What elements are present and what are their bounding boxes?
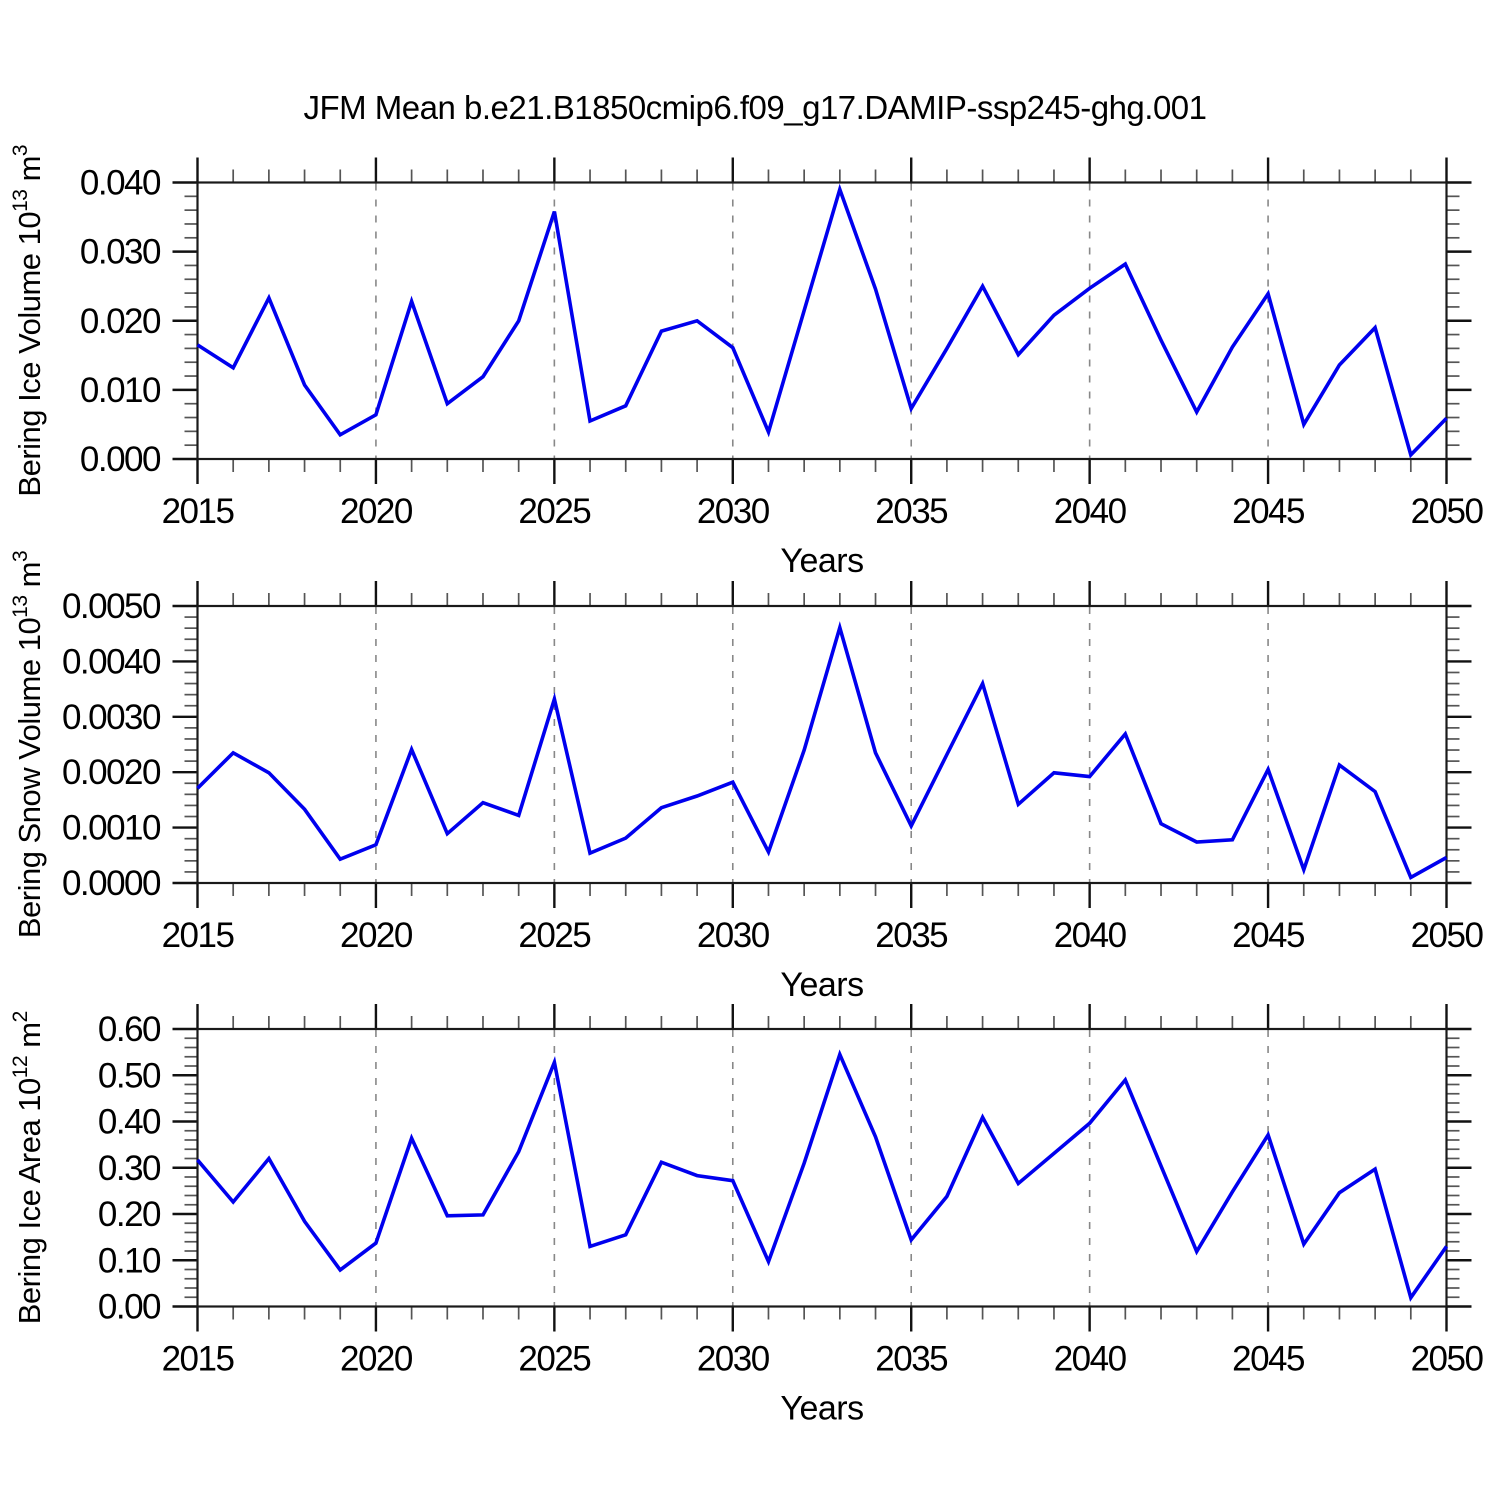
y-axis-title: Bering Ice Area 1012 m2 xyxy=(9,1011,47,1324)
panel-1: 0.000 0.010 0.020 0.030 0.040 2015 2020 2025 203… xyxy=(9,145,1485,580)
x-tick-label: 2040 xyxy=(1054,1340,1127,1379)
y-tick-label: 0.40 xyxy=(98,1103,161,1142)
y-tick-label: 0.0000 xyxy=(62,864,161,903)
panel-3: 0.00 0.10 0.20 0.30 0.40 0.50 0.60 2015 2020 2025… xyxy=(9,1004,1485,1428)
y-tick-label: 0.0030 xyxy=(62,698,161,737)
x-tick-label: 2035 xyxy=(875,1340,947,1379)
y-tick-label: 0.030 xyxy=(80,233,161,272)
y-tick-label: 0.10 xyxy=(98,1241,161,1280)
x-tick-label: 2040 xyxy=(1054,492,1127,531)
x-tick-label: 2025 xyxy=(518,916,590,955)
y-axis-title: Bering Snow Volume 1013 m3 xyxy=(9,551,47,938)
y-tick-label: 0.0050 xyxy=(62,587,161,626)
x-tick-label: 2050 xyxy=(1411,1340,1484,1379)
x-tick-label: 2020 xyxy=(340,492,413,531)
x-tick-label: 2020 xyxy=(340,1340,413,1379)
y-tick-label: 0.040 xyxy=(80,164,161,203)
y-tick-label: 0.50 xyxy=(98,1056,161,1095)
x-tick-label: 2040 xyxy=(1054,916,1127,955)
series-line xyxy=(196,1049,1448,1302)
y-axis-title: Bering Ice Volume 1013 m3 xyxy=(9,145,47,497)
y-tick-label: 0.20 xyxy=(98,1195,161,1234)
x-tick-label: 2045 xyxy=(1232,1340,1304,1379)
y-tick-label: 0.010 xyxy=(80,371,161,410)
x-tick-label: 2030 xyxy=(697,1340,770,1379)
y-tick-label: 0.00 xyxy=(98,1288,161,1327)
x-tick-label: 2050 xyxy=(1411,492,1484,531)
x-tick-label: 2015 xyxy=(162,916,234,955)
y-tick-label: 0.60 xyxy=(98,1010,161,1049)
x-tick-label: 2025 xyxy=(518,492,590,531)
y-tick-label: 0.000 xyxy=(80,440,161,479)
y-tick-label: 0.0020 xyxy=(62,753,161,792)
x-tick-label: 2050 xyxy=(1411,916,1484,955)
x-tick-label: 2035 xyxy=(875,492,947,531)
x-tick-label: 2020 xyxy=(340,916,413,955)
x-axis-title: Years xyxy=(780,966,863,1004)
x-axis-title: Years xyxy=(780,542,863,580)
x-axis-title: Years xyxy=(780,1390,863,1428)
y-tick-label: 0.30 xyxy=(98,1149,161,1188)
series-line xyxy=(196,183,1448,459)
x-tick-label: 2025 xyxy=(518,1340,590,1379)
plot-frame xyxy=(196,181,1448,461)
plot-frame xyxy=(196,1027,1448,1308)
x-tick-label: 2015 xyxy=(162,492,234,531)
y-tick-label: 0.020 xyxy=(80,302,161,341)
chart-title: JFM Mean b.e21.B1850cmip6.f09_g17.DAMIP-… xyxy=(303,89,1207,126)
plot-frame xyxy=(196,604,1448,885)
x-tick-label: 2035 xyxy=(875,916,947,955)
series-line xyxy=(196,621,1448,881)
y-tick-label: 0.0010 xyxy=(62,809,161,848)
y-tick-label: 0.0040 xyxy=(62,642,161,681)
panel-2: 0.0000 0.0010 0.0020 0.0030 0.0040 0.0050 2015… xyxy=(9,551,1485,1004)
x-tick-label: 2030 xyxy=(697,916,770,955)
x-tick-label: 2045 xyxy=(1232,916,1304,955)
x-tick-label: 2015 xyxy=(162,1340,234,1379)
x-tick-label: 2030 xyxy=(697,492,770,531)
x-tick-label: 2045 xyxy=(1232,492,1304,531)
